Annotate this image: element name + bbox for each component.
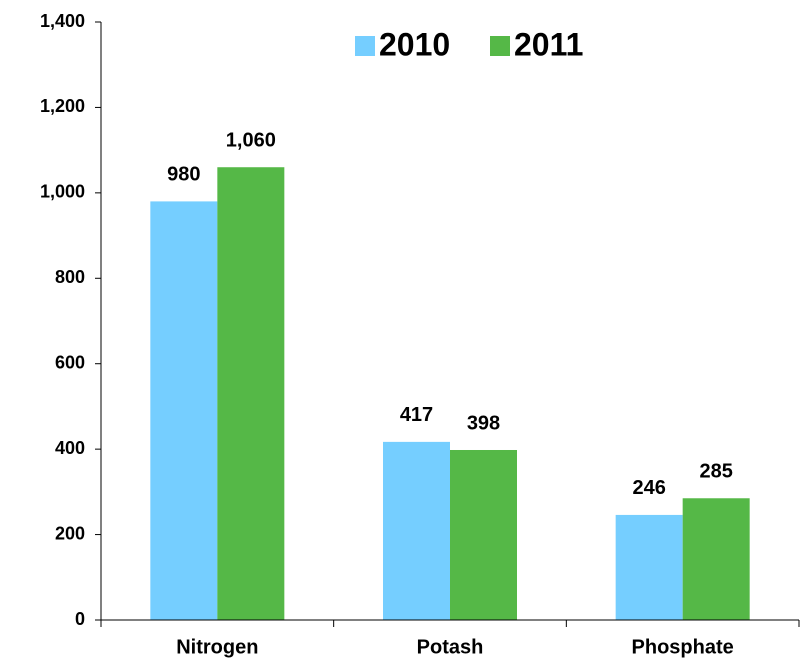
legend-swatch — [490, 36, 510, 56]
y-tick-label: 800 — [55, 267, 85, 287]
bar — [682, 498, 750, 620]
y-tick-label: 1,400 — [40, 11, 85, 31]
x-tick-label: Potash — [417, 636, 484, 658]
x-tick-label: Nitrogen — [176, 636, 258, 658]
value-label: 398 — [467, 412, 500, 434]
value-label: 246 — [632, 477, 665, 499]
bar — [383, 441, 450, 620]
y-tick-label: 0 — [75, 609, 85, 629]
legend-swatch — [355, 36, 375, 56]
value-label: 1,060 — [226, 130, 276, 152]
bar — [450, 449, 517, 620]
y-tick-label: 1,200 — [40, 96, 85, 116]
value-label: 285 — [699, 461, 732, 483]
value-label: 980 — [167, 164, 200, 186]
value-label: 417 — [400, 404, 433, 426]
legend-label: 2010 — [379, 26, 450, 62]
y-tick-label: 200 — [55, 523, 85, 543]
bar — [615, 514, 683, 620]
y-tick-label: 400 — [55, 438, 85, 458]
y-tick-label: 1,000 — [40, 182, 85, 202]
bar — [217, 167, 285, 620]
legend-label: 2011 — [514, 26, 583, 62]
bar — [150, 201, 218, 620]
x-tick-label: Phosphate — [632, 636, 734, 658]
y-tick-label: 600 — [55, 352, 85, 372]
